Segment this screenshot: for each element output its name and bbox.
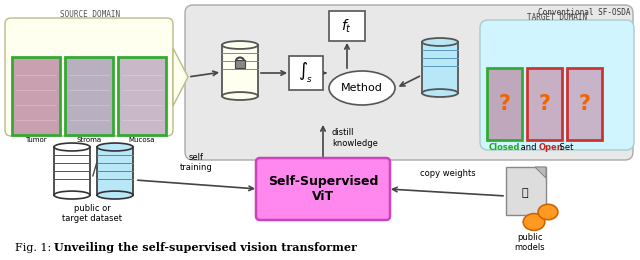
Bar: [118, 57, 166, 135]
Ellipse shape: [97, 191, 133, 199]
FancyBboxPatch shape: [480, 20, 634, 150]
Text: Tumor: Tumor: [25, 137, 47, 143]
Text: ?: ?: [499, 94, 511, 114]
FancyBboxPatch shape: [506, 167, 546, 215]
Ellipse shape: [538, 204, 558, 220]
Text: TARGET DOMAIN: TARGET DOMAIN: [527, 13, 587, 22]
Text: Stroma: Stroma: [76, 137, 102, 143]
Text: distill
knowledge: distill knowledge: [332, 128, 378, 148]
Text: ?: ?: [538, 94, 550, 114]
Bar: [235, 60, 245, 68]
Ellipse shape: [524, 214, 545, 230]
Ellipse shape: [222, 41, 258, 49]
Polygon shape: [173, 48, 188, 106]
FancyBboxPatch shape: [329, 11, 365, 41]
Text: ViT: ViT: [312, 191, 334, 204]
Text: copy weights: copy weights: [420, 169, 476, 178]
Text: public
models: public models: [515, 233, 545, 252]
Ellipse shape: [222, 92, 258, 100]
Text: 🔑: 🔑: [522, 188, 528, 198]
FancyBboxPatch shape: [256, 158, 390, 220]
Text: Self-Supervised: Self-Supervised: [268, 174, 378, 187]
Bar: [422, 42, 458, 93]
Text: SOURCE DOMAIN: SOURCE DOMAIN: [60, 10, 120, 19]
Ellipse shape: [54, 191, 90, 199]
Text: Open: Open: [539, 143, 563, 152]
Ellipse shape: [422, 38, 458, 46]
Ellipse shape: [329, 71, 395, 105]
Text: ?: ?: [579, 94, 591, 114]
Bar: [12, 57, 60, 135]
FancyBboxPatch shape: [289, 56, 323, 90]
FancyBboxPatch shape: [5, 18, 173, 136]
Text: self
training: self training: [180, 153, 212, 172]
Text: public or
target dataset: public or target dataset: [62, 204, 122, 223]
Bar: [65, 57, 113, 135]
Bar: [487, 68, 522, 140]
Polygon shape: [535, 167, 546, 178]
Bar: [222, 45, 258, 96]
Text: Method: Method: [341, 83, 383, 93]
Bar: [567, 68, 602, 140]
Ellipse shape: [422, 89, 458, 97]
Text: Closed: Closed: [488, 143, 520, 152]
Text: Mucosa: Mucosa: [129, 137, 156, 143]
Ellipse shape: [54, 143, 90, 151]
Ellipse shape: [97, 143, 133, 151]
Bar: [54, 147, 90, 195]
Text: Fig. 1:: Fig. 1:: [15, 243, 55, 253]
Text: and: and: [518, 143, 540, 152]
Text: $\int_s$: $\int_s$: [298, 61, 314, 85]
Text: /: /: [92, 161, 98, 179]
Text: Set: Set: [557, 143, 573, 152]
FancyBboxPatch shape: [185, 5, 633, 160]
Bar: [97, 147, 133, 195]
Text: $f_t$: $f_t$: [342, 17, 353, 35]
Text: Unveiling the self-supervised vision transformer: Unveiling the self-supervised vision tra…: [54, 242, 357, 253]
Bar: [527, 68, 562, 140]
Text: Conventional SF-OSDA: Conventional SF-OSDA: [538, 8, 630, 17]
